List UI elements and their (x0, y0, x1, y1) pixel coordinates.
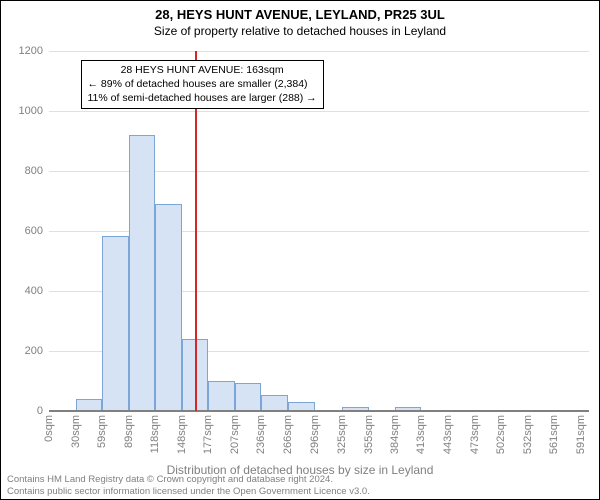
gridline (49, 111, 589, 112)
x-tick-label: 148sqm (176, 415, 188, 454)
y-tick-label: 400 (25, 285, 49, 297)
y-tick-label: 600 (25, 225, 49, 237)
x-tick-label: 236sqm (255, 415, 267, 454)
annotation-box: 28 HEYS HUNT AVENUE: 163sqm← 89% of deta… (81, 60, 324, 109)
x-tick-label: 413sqm (415, 415, 427, 454)
histogram-bar (208, 381, 235, 411)
x-tick-label: 0sqm (43, 415, 55, 442)
histogram-bar (261, 395, 288, 412)
histogram-bar (76, 399, 102, 411)
footer: Contains HM Land Registry data © Crown c… (7, 474, 370, 497)
x-tick-label: 266sqm (282, 415, 294, 454)
x-axis-line (49, 410, 589, 412)
x-tick-label: 473sqm (469, 415, 481, 454)
annotation-line: 28 HEYS HUNT AVENUE: 163sqm (88, 63, 317, 77)
plot: 0200400600800100012000sqm30sqm59sqm89sqm… (49, 51, 589, 411)
gridline (49, 51, 589, 52)
x-tick-label: 502sqm (495, 415, 507, 454)
chart-plot-area: 0200400600800100012000sqm30sqm59sqm89sqm… (49, 51, 589, 411)
x-tick-label: 89sqm (123, 415, 135, 448)
annotation-line: 11% of semi-detached houses are larger (… (88, 91, 317, 105)
annotation-line: ← 89% of detached houses are smaller (2,… (88, 77, 317, 91)
footer-line-2: Contains public sector information licen… (7, 486, 370, 497)
x-tick-label: 325sqm (336, 415, 348, 454)
x-tick-label: 443sqm (442, 415, 454, 454)
x-tick-label: 118sqm (149, 415, 161, 453)
x-tick-label: 355sqm (363, 415, 375, 454)
x-tick-label: 30sqm (70, 415, 82, 448)
title-main: 28, HEYS HUNT AVENUE, LEYLAND, PR25 3UL (1, 7, 599, 22)
histogram-bar (102, 236, 129, 412)
title-sub: Size of property relative to detached ho… (1, 24, 599, 38)
x-tick-label: 384sqm (389, 415, 401, 454)
x-tick-label: 532sqm (522, 415, 534, 454)
x-tick-label: 207sqm (229, 415, 241, 454)
histogram-bar (155, 204, 182, 411)
x-tick-label: 296sqm (309, 415, 321, 454)
x-tick-label: 59sqm (96, 415, 108, 448)
x-tick-label: 177sqm (202, 415, 214, 454)
histogram-bar (235, 383, 261, 412)
y-tick-label: 200 (25, 345, 49, 357)
chart-container: 28, HEYS HUNT AVENUE, LEYLAND, PR25 3UL … (0, 0, 600, 500)
histogram-bar (129, 135, 155, 411)
x-tick-label: 561sqm (548, 415, 560, 454)
y-tick-label: 800 (25, 165, 49, 177)
footer-line-1: Contains HM Land Registry data © Crown c… (7, 474, 370, 485)
y-tick-label: 1200 (19, 45, 49, 57)
y-tick-label: 1000 (19, 105, 49, 117)
x-tick-label: 591sqm (575, 415, 587, 454)
